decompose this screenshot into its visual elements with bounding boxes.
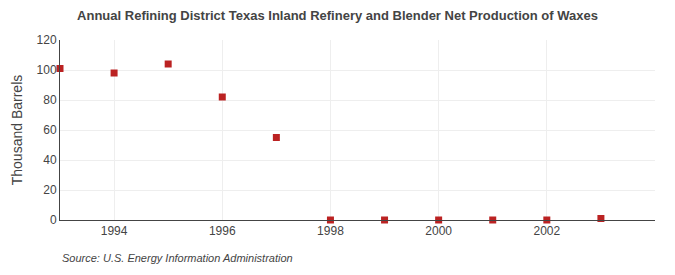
svg-text:Annual Refining District Texas: Annual Refining District Texas Inland Re… [77,8,598,23]
svg-text:2002: 2002 [533,224,560,238]
svg-text:80: 80 [43,93,57,107]
svg-text:60: 60 [43,123,57,137]
svg-text:120: 120 [37,33,57,47]
svg-text:1996: 1996 [209,224,236,238]
svg-text:100: 100 [37,63,57,77]
svg-text:1994: 1994 [101,224,128,238]
svg-text:Thousand Barrels: Thousand Barrels [9,75,25,186]
svg-text:40: 40 [43,153,57,167]
svg-text:2000: 2000 [425,224,452,238]
svg-text:20: 20 [43,183,57,197]
svg-text:0: 0 [50,213,57,227]
svg-text:1998: 1998 [317,224,344,238]
svg-text:Source: U.S. Energy Informatio: Source: U.S. Energy Information Administ… [62,252,293,264]
